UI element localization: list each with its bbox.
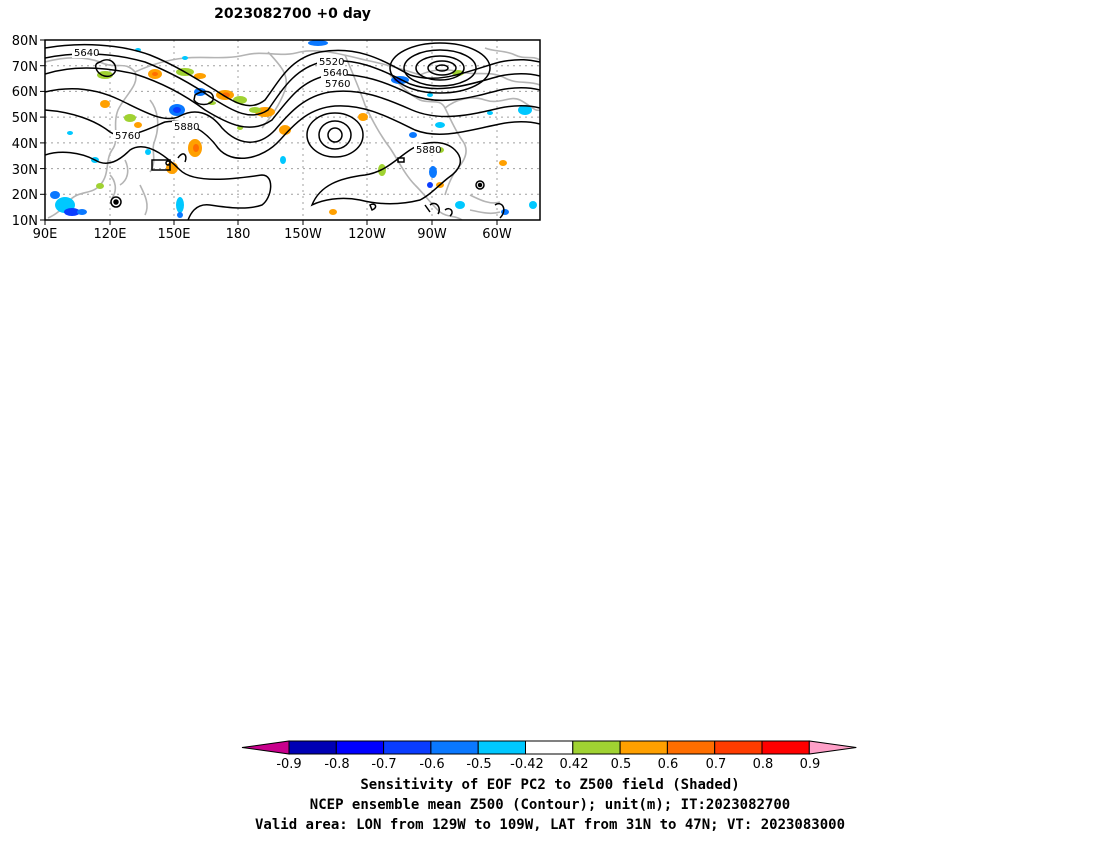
- lat-label: 80N: [12, 34, 38, 49]
- lat-label: 20N: [12, 188, 38, 203]
- colorbar-swatch: [572, 740, 621, 755]
- colorbar-swatch: [383, 740, 432, 755]
- lon-label: 120W: [348, 227, 386, 242]
- colorbar: [241, 740, 857, 755]
- colorbar-tick-label: -0.6: [419, 757, 444, 772]
- latitude-labels: 80N 70N 60N 50N 40N 30N 20N 10N: [12, 34, 38, 229]
- colorbar-tick-label: -0.9: [276, 757, 301, 772]
- colorbar-tick-label: 0.9: [800, 757, 821, 772]
- contour-label: 5880: [174, 122, 199, 133]
- colorbar-swatch: [288, 740, 337, 755]
- contour-label: 5760: [115, 131, 140, 142]
- colorbar-tick-label: 0.5: [611, 757, 632, 772]
- colorbar-tick-label: -0.7: [371, 757, 396, 772]
- map-title: 2023082700 +0 day: [214, 6, 371, 22]
- colorbar-tick-labels: -0.9 -0.8 -0.7 -0.6 -0.5 -0.42 0.42 0.5 …: [276, 757, 820, 772]
- colorbar-swatch: [335, 740, 385, 755]
- colorbar-tick-label: 0.42: [560, 757, 589, 772]
- lat-label: 50N: [12, 111, 38, 126]
- caption-line-2: NCEP ensemble mean Z500 (Contour); unit(…: [309, 797, 791, 813]
- contour-label: 5640: [323, 68, 348, 79]
- colorbar-swatch: [666, 740, 716, 755]
- caption-line-1: Sensitivity of EOF PC2 to Z500 field (Sh…: [360, 777, 740, 793]
- colorbar-arrow-low: [241, 740, 290, 755]
- colorbar-tick-label: -0.42: [510, 757, 544, 772]
- contour-label: 5520: [319, 57, 344, 68]
- colorbar-tick-label: -0.5: [466, 757, 491, 772]
- lat-label: 10N: [12, 214, 38, 229]
- lon-label: 150W: [284, 227, 322, 242]
- colorbar-swatch: [477, 740, 527, 755]
- colorbar-arrow-high: [808, 740, 857, 755]
- axis-ticks: [40, 39, 498, 225]
- map-frame: [44, 39, 541, 221]
- colorbar-swatch: [525, 740, 574, 755]
- colorbar-tick-label: -0.8: [324, 757, 349, 772]
- lat-label: 40N: [12, 137, 38, 152]
- lat-label: 70N: [12, 60, 38, 75]
- lon-label: 60W: [482, 227, 512, 242]
- contour-label: 5760: [325, 79, 350, 90]
- colorbar-tick-label: 0.6: [658, 757, 679, 772]
- colorbar-swatch: [761, 740, 810, 755]
- colorbar-swatch: [714, 740, 763, 755]
- lon-label: 150E: [157, 227, 190, 242]
- colorbar-tick-label: 0.8: [753, 757, 774, 772]
- colorbar-tick-label: 0.7: [706, 757, 727, 772]
- lon-label: 90E: [33, 227, 58, 242]
- lat-label: 60N: [12, 85, 38, 100]
- lon-label: 90W: [417, 227, 447, 242]
- lat-label: 30N: [12, 163, 38, 178]
- colorbar-swatch: [430, 740, 479, 755]
- colorbar-swatch: [619, 740, 668, 755]
- contour-label: 5640: [74, 48, 99, 59]
- lon-label: 120E: [93, 227, 126, 242]
- caption-line-3: Valid area: LON from 129W to 109W, LAT f…: [254, 817, 845, 833]
- contour-labels: 5640 5520 5640 5760 5760 5880 5880: [72, 47, 441, 156]
- contour-label: 5880: [416, 145, 441, 156]
- longitude-labels: 90E 120E 150E 180 150W 120W 90W 60W: [33, 227, 512, 242]
- lon-label: 180: [226, 227, 251, 242]
